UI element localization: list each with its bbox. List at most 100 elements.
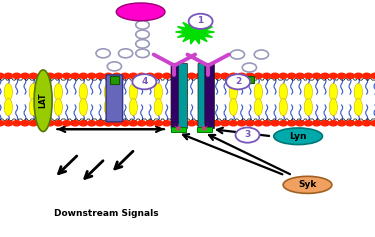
Circle shape	[132, 74, 156, 89]
Circle shape	[237, 73, 246, 78]
Circle shape	[371, 121, 375, 126]
Circle shape	[312, 121, 321, 126]
Circle shape	[237, 121, 246, 126]
Circle shape	[189, 14, 213, 29]
Bar	[0, 66, 375, 133]
Circle shape	[246, 121, 254, 126]
Circle shape	[96, 49, 110, 58]
Circle shape	[179, 121, 188, 126]
Circle shape	[179, 73, 188, 78]
Circle shape	[12, 121, 21, 126]
Ellipse shape	[329, 99, 338, 116]
Circle shape	[129, 121, 138, 126]
Circle shape	[321, 73, 329, 78]
Circle shape	[87, 121, 96, 126]
Circle shape	[46, 121, 54, 126]
Circle shape	[346, 73, 354, 78]
Bar	[171, 127, 186, 132]
Circle shape	[329, 73, 338, 78]
Circle shape	[112, 121, 121, 126]
Circle shape	[21, 121, 29, 126]
Circle shape	[138, 73, 146, 78]
Circle shape	[21, 73, 29, 78]
Circle shape	[279, 73, 288, 78]
Circle shape	[63, 73, 71, 78]
Circle shape	[204, 121, 213, 126]
Text: ✶: ✶	[173, 123, 183, 136]
Text: 2: 2	[235, 77, 241, 86]
Circle shape	[354, 73, 363, 78]
FancyBboxPatch shape	[106, 75, 123, 122]
Circle shape	[0, 73, 4, 78]
Circle shape	[304, 73, 312, 78]
Ellipse shape	[4, 99, 12, 116]
Circle shape	[46, 73, 54, 78]
Circle shape	[271, 73, 279, 78]
Circle shape	[71, 121, 79, 126]
Circle shape	[346, 121, 354, 126]
Circle shape	[213, 121, 221, 126]
Circle shape	[104, 121, 112, 126]
Ellipse shape	[179, 99, 188, 116]
Bar	[138, 76, 147, 83]
Ellipse shape	[4, 83, 12, 100]
Circle shape	[363, 73, 371, 78]
Ellipse shape	[204, 99, 213, 116]
Bar	[197, 127, 212, 132]
Circle shape	[146, 73, 154, 78]
Ellipse shape	[304, 99, 312, 116]
Circle shape	[136, 21, 149, 29]
Ellipse shape	[129, 83, 138, 100]
Circle shape	[242, 63, 256, 72]
Circle shape	[354, 121, 363, 126]
Ellipse shape	[304, 83, 312, 100]
Ellipse shape	[354, 99, 363, 116]
Circle shape	[136, 40, 149, 48]
Circle shape	[288, 73, 296, 78]
Circle shape	[296, 73, 304, 78]
Circle shape	[38, 73, 46, 78]
Circle shape	[154, 73, 162, 78]
Circle shape	[136, 30, 149, 39]
Ellipse shape	[54, 83, 63, 100]
Circle shape	[288, 121, 296, 126]
Circle shape	[29, 73, 38, 78]
Ellipse shape	[279, 99, 288, 116]
FancyBboxPatch shape	[205, 63, 214, 129]
Polygon shape	[176, 20, 214, 44]
Circle shape	[96, 73, 104, 78]
Ellipse shape	[129, 99, 138, 116]
Circle shape	[196, 73, 204, 78]
Text: 1: 1	[198, 16, 204, 25]
Circle shape	[204, 73, 213, 78]
Circle shape	[271, 121, 279, 126]
Circle shape	[230, 50, 244, 59]
Ellipse shape	[229, 99, 237, 116]
Circle shape	[338, 73, 346, 78]
Ellipse shape	[79, 83, 87, 100]
Ellipse shape	[179, 83, 188, 100]
Ellipse shape	[283, 176, 332, 193]
Ellipse shape	[104, 99, 112, 116]
Text: LAT: LAT	[39, 93, 48, 109]
Circle shape	[162, 121, 171, 126]
Circle shape	[171, 73, 179, 78]
Circle shape	[54, 73, 63, 78]
Circle shape	[296, 121, 304, 126]
Circle shape	[312, 73, 321, 78]
Circle shape	[107, 62, 122, 71]
Circle shape	[138, 121, 146, 126]
Circle shape	[104, 73, 112, 78]
Circle shape	[196, 121, 204, 126]
Ellipse shape	[104, 83, 112, 100]
Circle shape	[29, 121, 38, 126]
Circle shape	[254, 50, 268, 59]
Circle shape	[236, 128, 260, 143]
Ellipse shape	[79, 99, 87, 116]
Ellipse shape	[29, 99, 38, 116]
Circle shape	[246, 73, 254, 78]
Circle shape	[121, 121, 129, 126]
Circle shape	[4, 73, 12, 78]
Circle shape	[221, 121, 229, 126]
Circle shape	[329, 121, 338, 126]
